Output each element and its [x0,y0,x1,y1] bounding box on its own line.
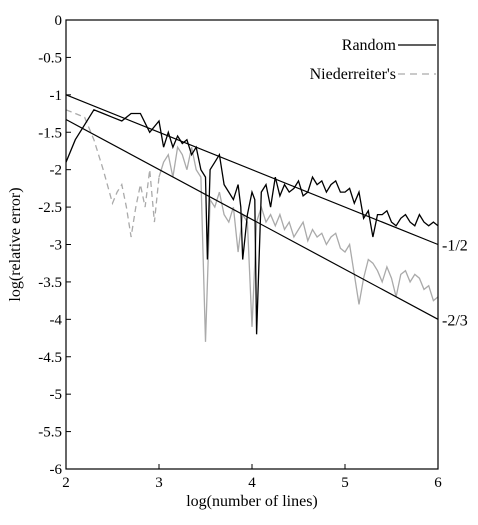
y-tick-label: -0.5 [38,50,62,66]
legend: Random Niederreiter's [310,37,436,83]
series-layer [66,108,438,342]
x-axis-label: log(number of lines) [186,493,318,510]
x-tick-label: 5 [341,475,349,491]
x-tick-label: 4 [248,475,256,491]
y-axis: 0 -0.5 -1 -1.5 -2 -2.5 -3 -3.5 -4 -4.5 -5 -5.5 -6 [38,13,71,478]
plot-frame [65,19,439,470]
y-tick-label: -3.5 [38,275,62,291]
y-tick-label: -2.5 [38,200,62,216]
series-niederreiter-line [158,145,438,342]
reference-line-two-thirds [65,118,439,320]
y-tick-label: -5 [50,387,63,403]
slope-label: -2/3 [442,312,468,329]
x-tick-label: 2 [62,475,70,491]
legend-label: Niederreiter's [310,66,396,83]
y-tick-label: -1 [50,88,63,104]
y-tick-label: -3 [50,238,63,254]
y-tick-label: -5.5 [38,425,62,441]
y-tick-label: -2 [50,163,63,179]
x-axis: 2 3 4 5 6 [62,464,442,491]
series-random-line [66,108,438,335]
legend-label: Random [342,37,397,54]
slope-label: -1/2 [442,238,468,255]
y-tick-label: 0 [55,13,63,29]
y-tick-label: -4.5 [38,350,62,366]
reference-line-half [65,94,439,246]
y-axis-label: log(relative error) [7,187,24,301]
y-tick-label: -6 [50,462,63,478]
y-tick-label: -4 [50,312,63,328]
series-niederreiter-line-dashed [66,109,160,238]
reference-lines: -1/2 -2/3 [65,94,468,329]
y-tick-label: -1.5 [38,125,62,141]
x-tick-label: 6 [434,475,442,491]
x-tick-label: 3 [155,475,163,491]
